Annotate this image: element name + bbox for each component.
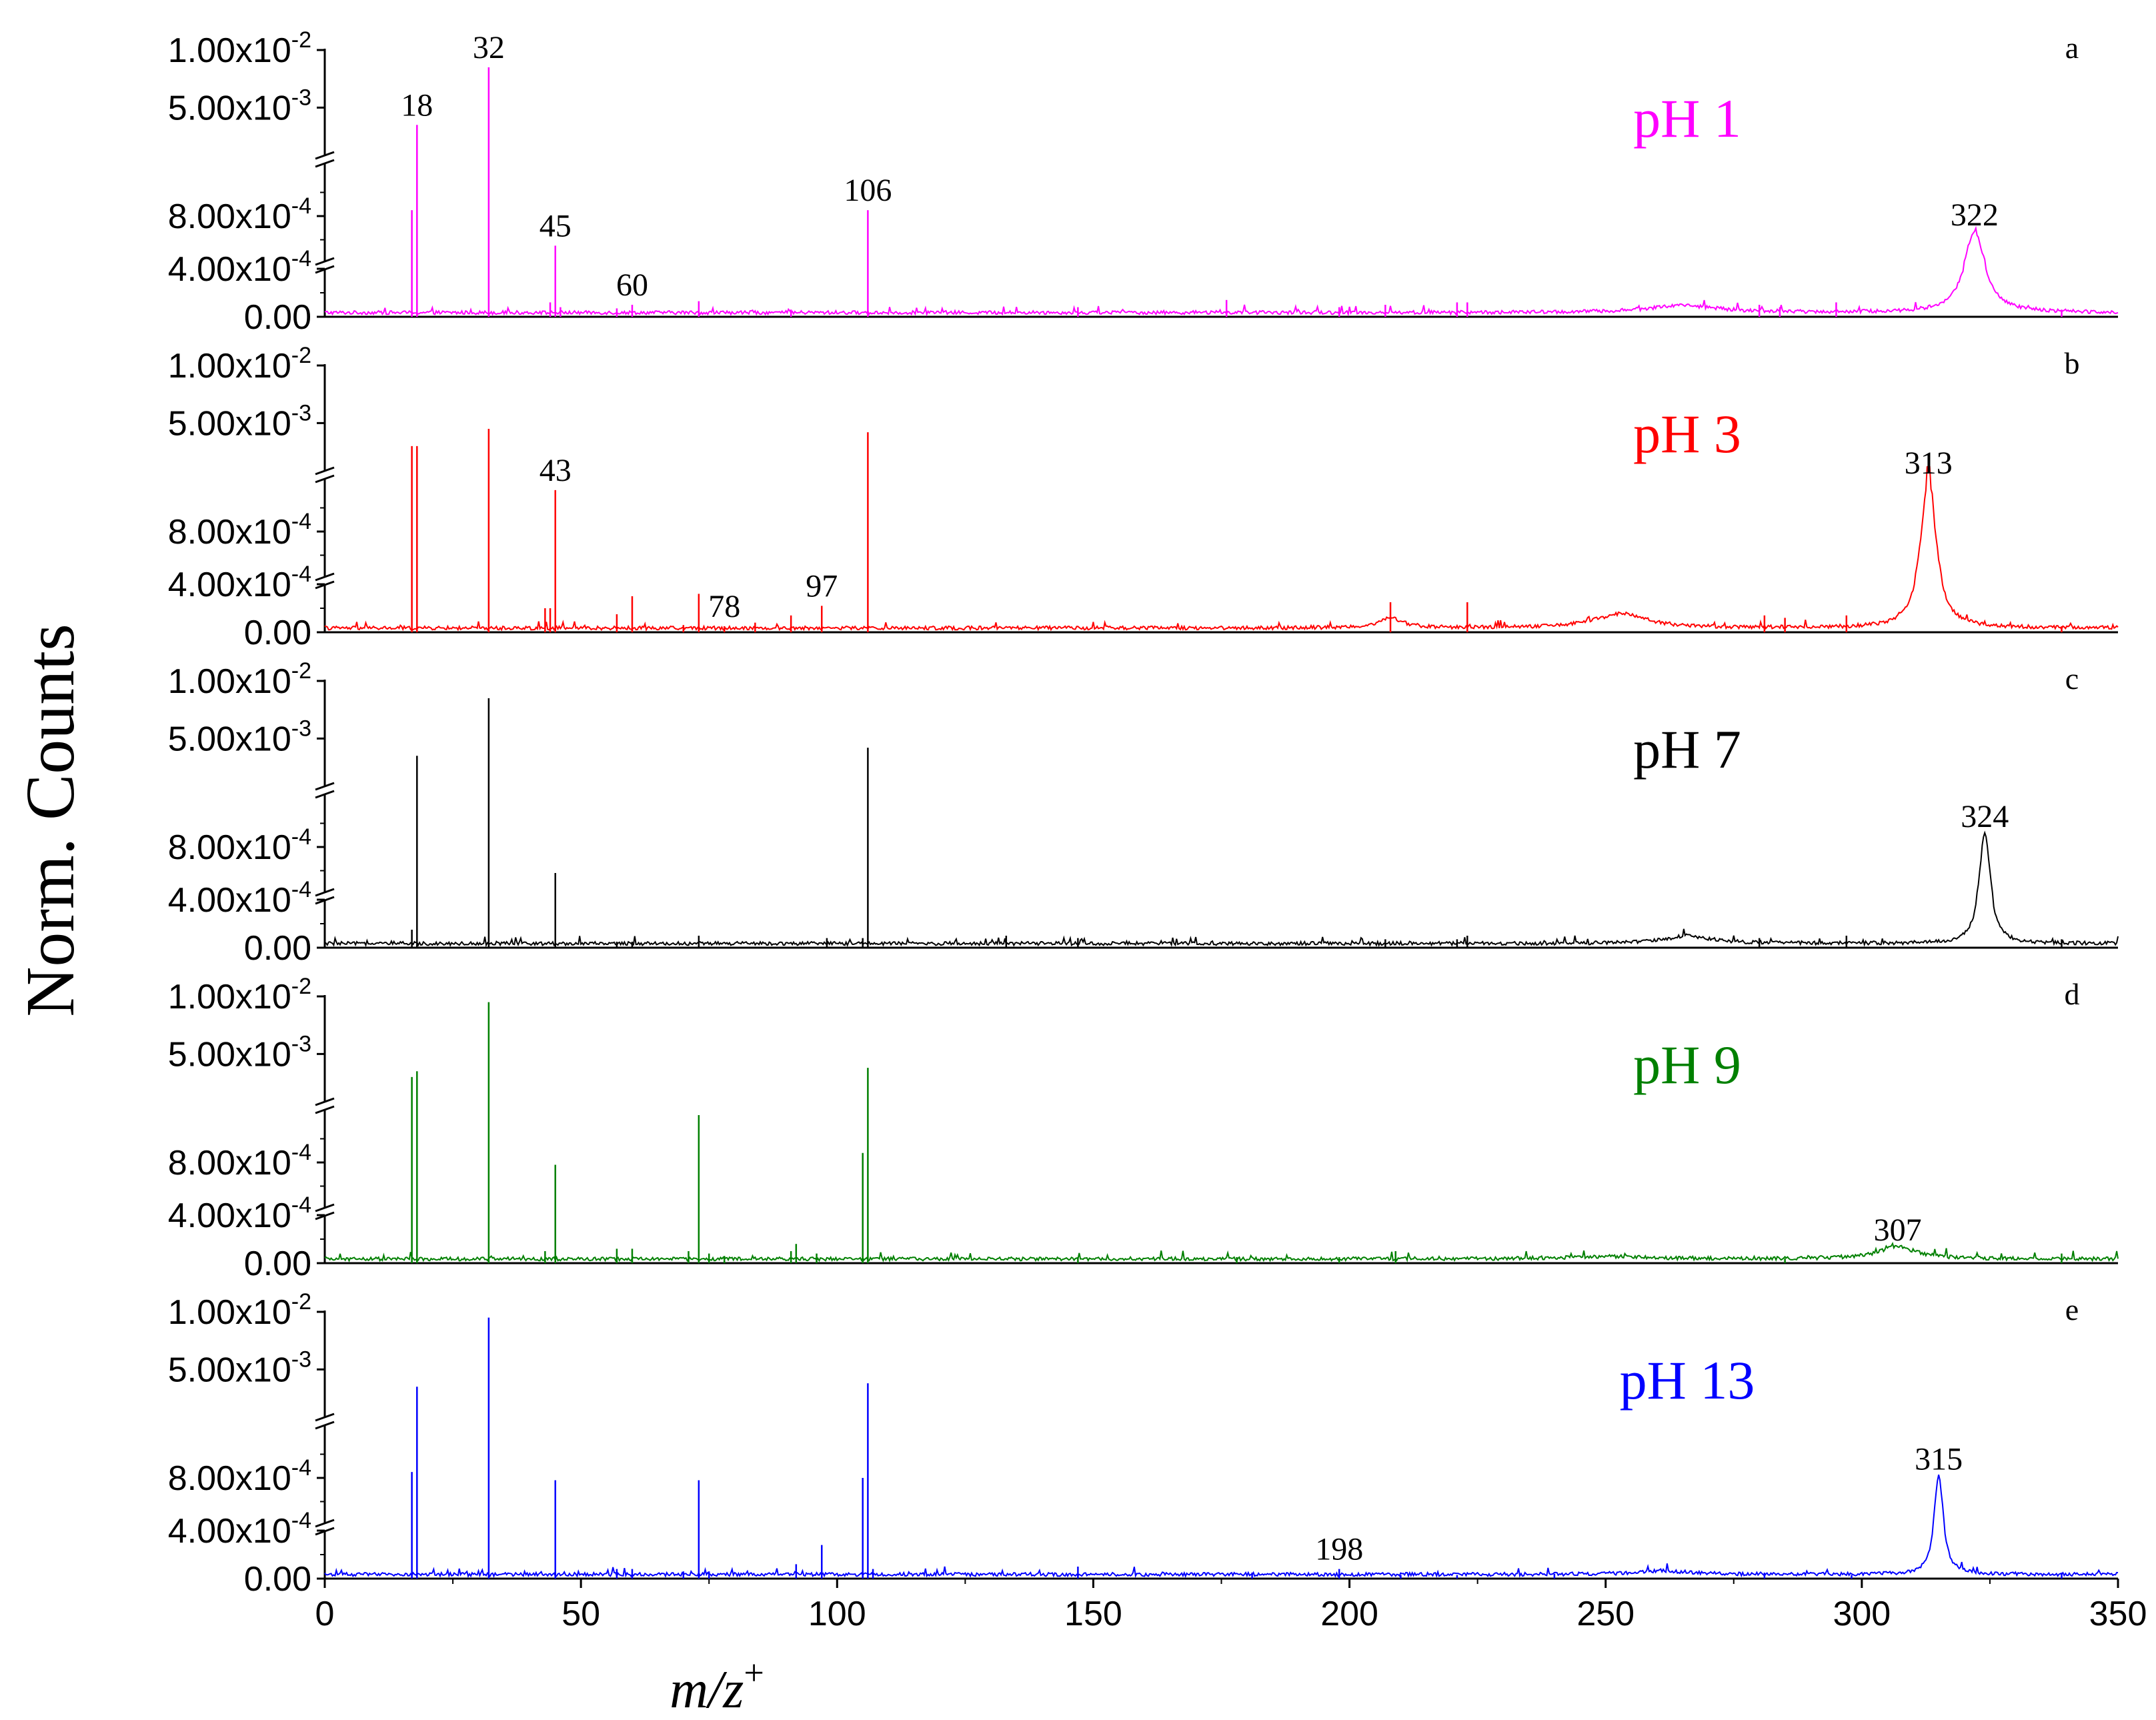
y-tick-label: 4.00x10-4 <box>168 246 311 289</box>
y-axis-e: 0.00 4.00x10-4 8.00x10-4 5.00x10-3 1.00x10-2 <box>168 1289 2118 1599</box>
y-tick-label: 0.00 <box>244 1244 311 1283</box>
axis-break-mark <box>315 466 335 484</box>
peak-label: 198 <box>1315 1532 1363 1567</box>
y-tick-label: 1.00x10-2 <box>168 1289 311 1332</box>
y-tick-label: 0.00 <box>244 929 311 968</box>
x-tick-label: 100 <box>808 1595 866 1633</box>
x-axis: 0 50 100 150 200 250 300 350 <box>315 1579 2147 1633</box>
panel-d: 0.00 4.00x10-4 8.00x10-4 5.00x10-3 1.00x10-2… <box>168 974 2119 1283</box>
ph-label-e: pH 13 <box>1620 1350 1755 1411</box>
panel-letter-a: a <box>2065 31 2079 65</box>
peak-label: 315 <box>1915 1442 1963 1477</box>
ph-label-a: pH 1 <box>1633 88 1741 149</box>
y-tick-label: 5.00x10-3 <box>168 1031 311 1074</box>
ph-label-d: pH 9 <box>1633 1034 1741 1095</box>
y-axis-d: 0.00 4.00x10-4 8.00x10-4 5.00x10-3 1.00x10-2 <box>168 974 2118 1283</box>
peak-label: 43 <box>540 453 572 488</box>
y-tick-label: 0.00 <box>244 1560 311 1599</box>
panels-group: 0.00 4.00x10-4 8.00x10-4 5.00x10-3 1.00x10-2… <box>168 27 2119 1599</box>
y-tick-label: 4.00x10-4 <box>168 562 311 604</box>
axis-break-mark <box>315 782 335 799</box>
spectrum-line-b <box>324 466 2119 632</box>
y-tick-label: 1.00x10-2 <box>168 974 311 1016</box>
y-tick-label: 5.00x10-3 <box>168 1347 311 1389</box>
x-tick-label: 200 <box>1320 1595 1378 1633</box>
y-tick-label: 8.00x10-4 <box>168 509 311 552</box>
y-tick-label: 4.00x10-4 <box>168 1508 311 1551</box>
ph-label-c: pH 7 <box>1633 719 1741 780</box>
y-tick-label: 0.00 <box>244 614 311 652</box>
x-axis-title: m/z+ <box>670 1653 764 1719</box>
peak-label: 313 <box>1905 446 1953 481</box>
y-tick-label: 1.00x10-2 <box>168 658 311 701</box>
panel-c: 0.00 4.00x10-4 8.00x10-4 5.00x10-3 1.00x10-2… <box>168 658 2119 968</box>
y-tick-label: 8.00x10-4 <box>168 1140 311 1182</box>
peak-label: 32 <box>473 30 505 65</box>
peak-label: 322 <box>1951 197 1999 233</box>
x-tick-label: 50 <box>562 1595 600 1633</box>
panel-letter-c: c <box>2065 662 2079 696</box>
panel-letter-d: d <box>2065 977 2080 1011</box>
panel-letter-b: b <box>2065 346 2080 380</box>
y-tick-label: 5.00x10-3 <box>168 85 311 127</box>
spectrum-line-d <box>324 1242 2119 1262</box>
spectrum-line-c <box>324 830 2119 948</box>
y-axis-c: 0.00 4.00x10-4 8.00x10-4 5.00x10-3 1.00x10-2 <box>168 658 2118 968</box>
axis-break-mark <box>315 1413 335 1430</box>
x-tick-label: 150 <box>1064 1595 1122 1633</box>
y-tick-label: 5.00x10-3 <box>168 716 311 758</box>
peak-label: 106 <box>844 173 892 208</box>
y-tick-label: 8.00x10-4 <box>168 1455 311 1498</box>
axis-break-mark <box>315 151 335 168</box>
peak-label: 60 <box>616 267 648 303</box>
y-tick-label: 0.00 <box>244 298 311 337</box>
peak-label: 324 <box>1961 799 2009 834</box>
y-axis-title: Norm. Counts <box>12 624 89 1016</box>
panel-a: 0.00 4.00x10-4 8.00x10-4 5.00x10-3 1.00x10-2… <box>168 27 2119 337</box>
x-tick-label: 0 <box>315 1595 335 1633</box>
peak-label: 78 <box>708 589 740 624</box>
y-tick-label: 4.00x10-4 <box>168 1192 311 1235</box>
y-tick-label: 5.00x10-3 <box>168 400 311 443</box>
x-tick-label: 250 <box>1576 1595 1635 1633</box>
peak-label: 97 <box>806 568 838 604</box>
peak-label: 18 <box>401 87 433 123</box>
spectrum-line-e <box>324 1474 2119 1579</box>
y-tick-label: 4.00x10-4 <box>168 877 311 920</box>
y-tick-label: 1.00x10-2 <box>168 343 311 385</box>
peak-label: 307 <box>1874 1212 1922 1248</box>
x-tick-label: 300 <box>1833 1595 1891 1633</box>
x-tick-label: 350 <box>2089 1595 2147 1633</box>
panel-letter-e: e <box>2065 1293 2079 1327</box>
y-tick-label: 1.00x10-2 <box>168 27 311 70</box>
y-tick-label: 8.00x10-4 <box>168 824 311 867</box>
ph-label-b: pH 3 <box>1633 403 1741 464</box>
y-tick-label: 8.00x10-4 <box>168 193 311 236</box>
axis-break-mark <box>315 1097 335 1114</box>
spectrum-line-a <box>324 225 2119 317</box>
panel-b: 0.00 4.00x10-4 8.00x10-4 5.00x10-3 1.00x10-2… <box>168 343 2119 652</box>
peak-label: 45 <box>540 208 572 243</box>
x-axis-title-text: m/z+ <box>670 1653 764 1719</box>
panel-e: 0.00 4.00x10-4 8.00x10-4 5.00x10-3 1.00x10-2… <box>168 1289 2119 1599</box>
y-axis-a: 0.00 4.00x10-4 8.00x10-4 5.00x10-3 1.00x10-2 <box>168 27 2118 337</box>
y-axis-b: 0.00 4.00x10-4 8.00x10-4 5.00x10-3 1.00x10-2 <box>168 343 2118 652</box>
